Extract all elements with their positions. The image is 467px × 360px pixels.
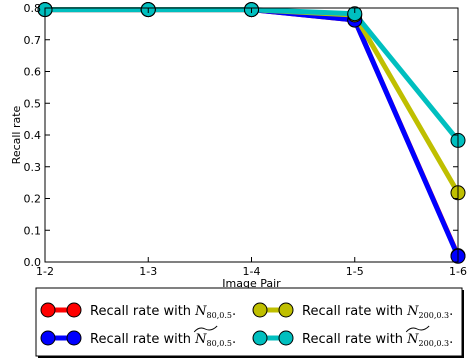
legend-label-1: Recall rate with N80,0.5. bbox=[90, 332, 236, 348]
y-tick-label: 0.0 bbox=[24, 256, 42, 269]
y-tick-label: 0.8 bbox=[24, 2, 42, 15]
data-point-3-3 bbox=[347, 6, 363, 22]
hat-accent-3 bbox=[405, 325, 430, 333]
series-line-0 bbox=[45, 7, 461, 257]
hat-accent-1 bbox=[193, 325, 218, 333]
legend-label-3: Recall rate with N200,0.3. bbox=[302, 332, 453, 348]
series-layer bbox=[37, 2, 466, 264]
x-tick-label: 1-5 bbox=[346, 265, 364, 278]
legend-label-2: Recall rate with N200,0.3. bbox=[302, 304, 453, 320]
x-tick-label: 1-4 bbox=[243, 265, 261, 278]
y-tick-label: 0.5 bbox=[24, 97, 42, 110]
legend-marker-left-0 bbox=[40, 302, 56, 318]
legend-marker-right-1 bbox=[66, 330, 82, 346]
y-tick-label: 0.4 bbox=[24, 129, 42, 142]
legend-marker-left-1 bbox=[40, 330, 56, 346]
plot-frame bbox=[44, 7, 459, 263]
x-tick-label: 1-6 bbox=[449, 265, 467, 278]
legend-marker-right-3 bbox=[278, 330, 294, 346]
ticks-layer: 0.0 0.1 0.2 0.3 0.4 0.5 0.6 0.7 0.8 1-2 1-3 1-4 1-5 1… bbox=[24, 2, 467, 278]
y-tick-label: 0.3 bbox=[24, 161, 42, 174]
series-line-1 bbox=[45, 7, 461, 258]
legend-marker-left-2 bbox=[252, 302, 268, 318]
y-tick-label: 0.1 bbox=[24, 224, 42, 237]
y-tick-label: 0.7 bbox=[24, 34, 42, 47]
x-axis-label: Image Pair bbox=[222, 277, 281, 290]
legend: Recall rate with N80,0.5. Recall rate wit… bbox=[35, 287, 464, 358]
y-tick-label: 0.2 bbox=[24, 193, 42, 206]
legend-marker-right-2 bbox=[278, 302, 294, 318]
y-axis-label: Recall rate bbox=[10, 105, 23, 164]
y-tick-label: 0.6 bbox=[24, 66, 42, 79]
legend-marker-left-3 bbox=[252, 330, 268, 346]
legend-label-0: Recall rate with N80,0.5. bbox=[90, 304, 236, 320]
legend-box bbox=[35, 287, 463, 357]
series-line-2 bbox=[45, 7, 461, 195]
x-tick-label: 1-3 bbox=[139, 265, 157, 278]
legend-marker-right-0 bbox=[66, 302, 82, 318]
x-tick-label: 1-2 bbox=[36, 265, 54, 278]
